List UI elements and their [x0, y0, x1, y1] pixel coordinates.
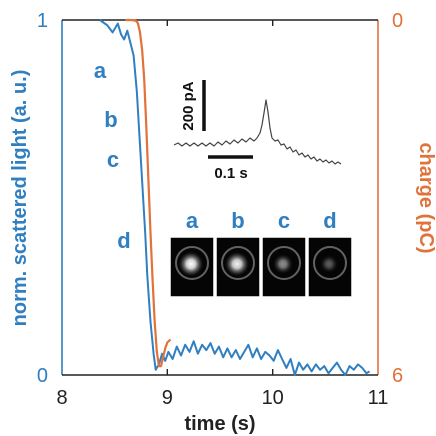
inset-image-c [261, 236, 307, 298]
plot-frame [61, 19, 379, 376]
series-line-charge [125, 18, 172, 368]
inset-image-ring [221, 246, 255, 280]
x-tick-marks [166, 20, 274, 375]
current-scale-label: 200 pA [180, 81, 197, 130]
inset-image-spot [178, 251, 204, 277]
inset-image-label-a: a [186, 208, 199, 233]
point-label-a: a [94, 58, 107, 83]
inset-image-b [215, 236, 261, 298]
current-trace-line [173, 99, 342, 165]
inset-image-spot [319, 254, 339, 274]
inset-image-a [169, 236, 215, 298]
x-tick-label: 9 [162, 387, 173, 409]
y-left-tick-label: 0 [37, 365, 48, 387]
inset-image-d [307, 236, 353, 298]
series-line-scattered-light [99, 19, 371, 376]
x-tick-label: 11 [368, 387, 389, 409]
x-tick-labels: 8 9 10 11 [56, 387, 388, 409]
y-right-axis-label: charge (pC) [415, 142, 436, 253]
inset-image-spot [224, 251, 250, 277]
x-tick-label: 8 [56, 387, 67, 409]
inset-trace: 200 pA 0.1 s [173, 80, 342, 182]
x-tick-label: 10 [262, 387, 284, 409]
point-label-d: d [117, 228, 130, 253]
inset-image-ring [313, 246, 347, 280]
point-label-b: b [104, 107, 117, 132]
time-scale-label: 0.1 s [214, 165, 247, 182]
inset-image-labels: a b c d [186, 208, 337, 233]
y-right-tick-labels: 0 6 [392, 10, 403, 387]
y-right-tick-label: 0 [392, 10, 403, 32]
point-labels: a b c d [94, 58, 131, 253]
inset-image-spot [272, 253, 294, 275]
inset-image-ring [175, 246, 209, 280]
x-axis-label: time (s) [184, 413, 255, 435]
y-right-tick-label: 6 [392, 365, 403, 387]
point-label-c: c [107, 147, 119, 172]
y-left-axis-label: norm. scattered light (a. u.) [9, 70, 31, 327]
y-left-tick-label: 1 [37, 10, 48, 32]
inset-images: a b c d [169, 208, 353, 298]
inset-image-label-c: c [278, 208, 290, 233]
inset-image-ring [267, 246, 301, 280]
y-left-tick-labels: 0 1 [37, 10, 48, 387]
inset-image-label-d: d [323, 208, 336, 233]
inset-image-label-b: b [231, 208, 244, 233]
